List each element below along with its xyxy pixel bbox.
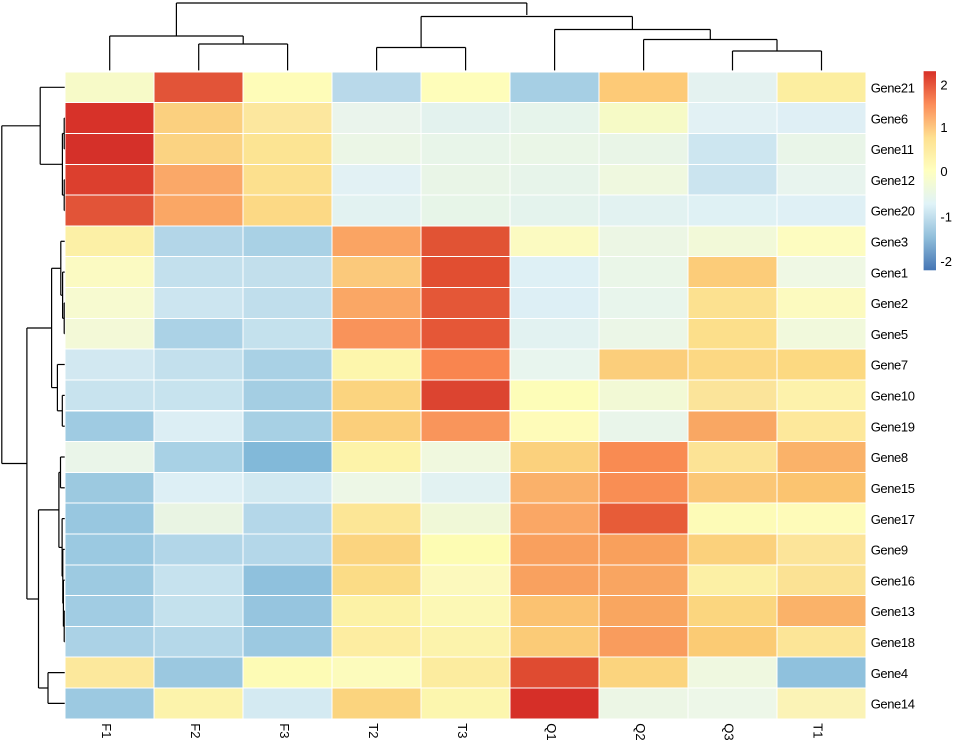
- svg-text:T1: T1: [811, 723, 826, 738]
- svg-text:Gene12: Gene12: [871, 173, 915, 188]
- svg-text:Gene7: Gene7: [871, 358, 908, 373]
- svg-text:F2: F2: [188, 723, 203, 738]
- svg-text:F1: F1: [99, 723, 114, 738]
- svg-text:-1: -1: [940, 210, 952, 225]
- svg-text:Gene3: Gene3: [871, 235, 908, 250]
- svg-text:Gene11: Gene11: [871, 142, 914, 157]
- svg-text:Gene6: Gene6: [871, 111, 908, 126]
- svg-text:Gene20: Gene20: [871, 204, 915, 219]
- svg-text:Gene4: Gene4: [871, 666, 908, 681]
- svg-text:Gene16: Gene16: [871, 573, 915, 588]
- svg-text:1: 1: [940, 120, 947, 135]
- svg-text:Q1: Q1: [544, 723, 559, 740]
- svg-text:Gene10: Gene10: [871, 389, 915, 404]
- svg-text:Gene18: Gene18: [871, 635, 915, 650]
- svg-text:Gene9: Gene9: [871, 543, 908, 558]
- svg-text:Gene21: Gene21: [871, 81, 915, 96]
- svg-text:T2: T2: [366, 723, 381, 738]
- svg-text:Gene13: Gene13: [871, 604, 915, 619]
- svg-text:Q2: Q2: [633, 723, 648, 740]
- svg-text:F3: F3: [277, 723, 292, 738]
- svg-text:Q3: Q3: [722, 723, 737, 740]
- svg-text:Gene2: Gene2: [871, 296, 908, 311]
- svg-text:2: 2: [940, 78, 947, 93]
- svg-text:T3: T3: [455, 723, 470, 738]
- svg-text:Gene15: Gene15: [871, 481, 915, 496]
- svg-text:Gene19: Gene19: [871, 419, 915, 434]
- svg-text:Gene17: Gene17: [871, 512, 915, 527]
- svg-text:-2: -2: [940, 254, 952, 269]
- svg-text:Gene5: Gene5: [871, 327, 908, 342]
- svg-text:Gene8: Gene8: [871, 450, 908, 465]
- svg-text:Gene1: Gene1: [871, 265, 908, 280]
- svg-text:0: 0: [940, 164, 947, 179]
- svg-text:Gene14: Gene14: [871, 697, 915, 712]
